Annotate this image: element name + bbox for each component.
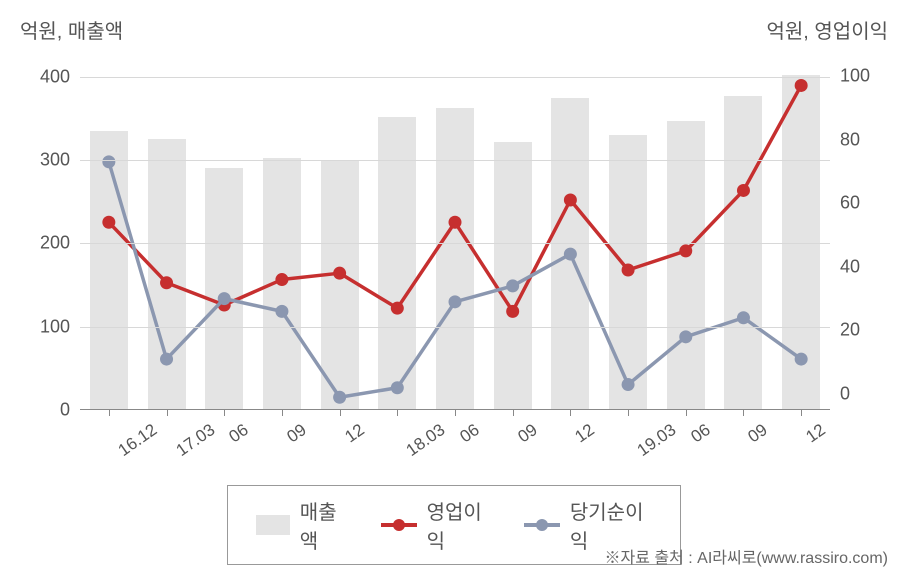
x-tick-mark [570,410,571,416]
legend-swatch-bar [256,515,290,535]
y-tick-right: 60 [840,193,860,214]
series-marker [737,311,750,324]
legend-label-line1: 영업이익 [427,496,493,554]
y-tick-right: 80 [840,129,860,150]
series-marker [160,353,173,366]
chart-container: 억원, 매출액 억원, 영업이익 01002003004000204060801… [0,0,908,580]
gridline [80,243,830,244]
series-marker [737,184,750,197]
x-tick-label: 06 [226,420,253,447]
series-marker [275,273,288,286]
gridline [80,77,830,78]
x-tick-label: 16.12 [115,420,161,461]
x-tick-mark [513,410,514,416]
series-marker [333,267,346,280]
x-tick-label: 09 [283,420,310,447]
x-tick-label: 17.03 [172,420,218,461]
series-marker [102,155,115,168]
plot-area: 010020030040002040608010016.1217.0306091… [80,60,830,410]
y-tick-left: 100 [40,316,70,337]
right-axis-title: 억원, 영업이익 [766,15,888,44]
series-marker [564,194,577,207]
x-tick-mark [282,410,283,416]
series-marker [218,292,231,305]
series-marker [102,216,115,229]
series-marker [333,391,346,404]
series-marker [622,264,635,277]
x-tick-label: 12 [803,420,830,447]
legend-label-bar: 매출액 [300,496,349,554]
source-note: ※자료 출처 : AI라씨로(www.rassiro.com) [604,544,888,568]
x-tick-label: 19.03 [634,420,680,461]
series-marker [795,79,808,92]
series-marker [564,248,577,261]
series-marker [795,353,808,366]
x-tick-label: 09 [514,420,541,447]
x-tick-mark [686,410,687,416]
series-line [109,162,801,397]
gridline [80,160,830,161]
x-tick-label: 18.03 [403,420,449,461]
y-tick-left: 400 [40,66,70,87]
y-tick-left: 0 [60,400,70,421]
legend-swatch-line2 [524,523,560,527]
x-tick-mark [455,410,456,416]
x-tick-mark [801,410,802,416]
x-tick-mark [109,410,110,416]
x-tick-label: 09 [745,420,772,447]
x-tick-mark [397,410,398,416]
series-marker [679,330,692,343]
x-tick-mark [340,410,341,416]
series-marker [506,305,519,318]
x-tick-label: 06 [687,420,714,447]
series-marker [449,216,462,229]
y-tick-left: 200 [40,233,70,254]
y-tick-right: 40 [840,256,860,277]
x-tick-label: 06 [456,420,483,447]
y-tick-right: 0 [840,384,850,405]
series-marker [275,305,288,318]
series-marker [506,279,519,292]
x-tick-mark [743,410,744,416]
legend-swatch-line1 [381,523,417,527]
series-marker [449,295,462,308]
x-tick-label: 12 [572,420,599,447]
x-tick-mark [167,410,168,416]
y-tick-right: 100 [840,65,870,86]
series-marker [391,302,404,315]
legend-item-line1: 영업이익 [381,496,492,554]
x-tick-mark [628,410,629,416]
series-marker [391,381,404,394]
x-tick-label: 12 [341,420,368,447]
left-axis-title: 억원, 매출액 [20,15,123,44]
y-tick-right: 20 [840,320,860,341]
x-tick-mark [224,410,225,416]
series-marker [622,378,635,391]
gridline [80,327,830,328]
y-tick-left: 300 [40,150,70,171]
series-marker [160,276,173,289]
series-marker [679,244,692,257]
lines-layer [80,60,830,410]
series-line [109,85,801,311]
legend-item-bar: 매출액 [256,496,349,554]
